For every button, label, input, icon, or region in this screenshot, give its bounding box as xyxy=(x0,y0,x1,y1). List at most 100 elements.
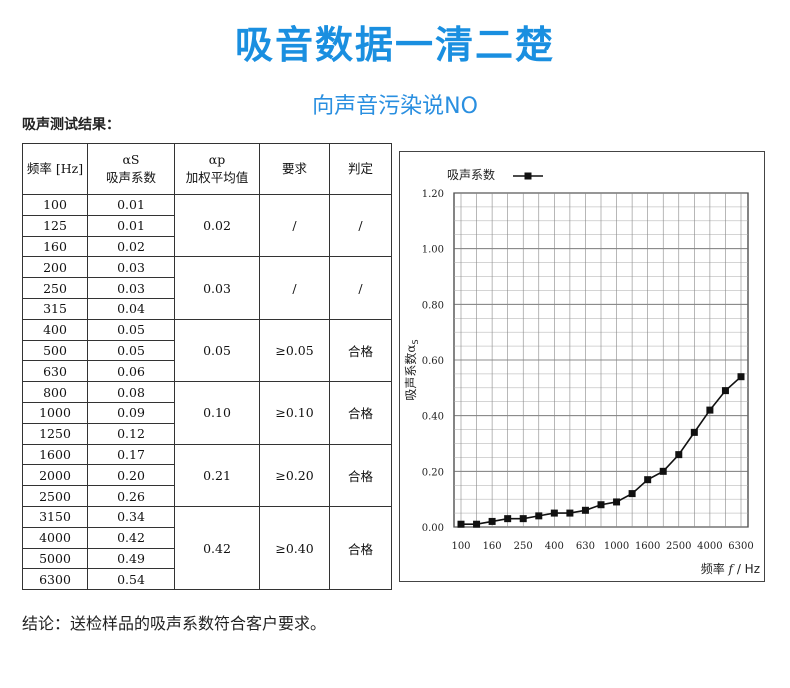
cell-judgement: 合格 xyxy=(329,381,392,445)
cell-alpha-s: 0.17 xyxy=(87,443,175,466)
y-tick-label: 0.80 xyxy=(422,300,444,311)
results-table: 频率 [Hz] αS 吸声系数 αp 加权平均值 要求 判定 100 0.01 0.… xyxy=(22,143,392,591)
y-tick-label: 0.40 xyxy=(422,412,444,423)
header-alpha-p: αp 加权平均值 xyxy=(174,143,260,195)
data-point xyxy=(566,509,574,517)
data-point xyxy=(504,515,512,523)
cell-frequency: 125 xyxy=(22,214,88,237)
header-judgement: 判定 xyxy=(329,143,392,195)
data-point xyxy=(535,512,543,520)
cell-alpha-s: 0.54 xyxy=(87,568,175,591)
cell-judgement: 合格 xyxy=(329,443,392,507)
cell-frequency: 1000 xyxy=(22,401,88,424)
chart-frame xyxy=(399,151,765,582)
table-row: 2500 0.26 xyxy=(22,485,392,507)
y-tick-label: 1.20 xyxy=(422,189,444,200)
header-requirement: 要求 xyxy=(259,143,330,195)
data-point xyxy=(659,467,667,475)
x-tick-label: 1000 xyxy=(604,541,629,552)
data-point xyxy=(690,428,698,436)
table-row: 1000 0.09 xyxy=(22,401,392,424)
header-alpha-p-symbol: αp xyxy=(208,152,226,167)
table-row: 3150 0.34 0.42 ≥0.40 合格 xyxy=(22,505,392,591)
data-point xyxy=(613,498,621,506)
cell-frequency: 6300 xyxy=(22,568,88,591)
y-axis-label: 吸声系数αS xyxy=(403,339,420,400)
cell-requirement: ≥0.10 xyxy=(259,381,330,445)
header-alpha-s-symbol: αS xyxy=(122,152,140,167)
cell-alpha-s: 0.34 xyxy=(87,505,175,528)
table-row: 6300 0.54 xyxy=(22,568,392,591)
cell-judgement: / xyxy=(329,193,392,258)
cell-alpha-s: 0.04 xyxy=(87,297,175,320)
y-tick-label: 0.60 xyxy=(422,356,444,367)
cell-requirement: / xyxy=(259,256,330,320)
cell-frequency: 630 xyxy=(22,360,88,383)
cell-alpha-s: 0.06 xyxy=(87,360,175,383)
header-frequency: 频率 [Hz] xyxy=(22,143,88,195)
y-tick-label: 0.20 xyxy=(422,467,444,478)
cell-weighted-average: 0.02 xyxy=(174,193,260,258)
x-axis-label-text: 频率 xyxy=(701,561,729,576)
cell-requirement: ≥0.05 xyxy=(259,318,330,383)
cell-frequency: 315 xyxy=(22,297,88,320)
table-row: 125 0.01 xyxy=(22,214,392,237)
cell-weighted-average: 0.42 xyxy=(174,505,260,591)
cell-frequency: 3150 xyxy=(22,505,88,528)
y-axis-label-symbol: α xyxy=(404,344,418,352)
table-row: 315 0.04 xyxy=(22,297,392,320)
data-point xyxy=(581,506,589,514)
header-alpha-s-label: 吸声系数 xyxy=(105,170,156,185)
cell-alpha-s: 0.05 xyxy=(87,339,175,362)
cell-requirement: ≥0.40 xyxy=(259,505,330,591)
legend-marker xyxy=(524,172,532,180)
x-tick-label: 250 xyxy=(514,541,533,552)
cell-weighted-average: 0.10 xyxy=(174,381,260,445)
cell-requirement: / xyxy=(259,193,330,258)
y-tick-label: 0.00 xyxy=(422,523,444,534)
table-row: 800 0.08 0.10 ≥0.10 合格 xyxy=(22,381,392,445)
cell-frequency: 4000 xyxy=(22,526,88,549)
table-row: 200 0.03 0.03// xyxy=(22,256,392,320)
x-tick-label: 630 xyxy=(576,541,595,552)
cell-judgement: 合格 xyxy=(329,505,392,591)
table-row: 5000 0.49 xyxy=(22,547,392,570)
cell-frequency: 5000 xyxy=(22,547,88,570)
page-title: 吸音数据一清二楚 xyxy=(234,23,555,67)
cell-frequency: 200 xyxy=(22,256,88,279)
data-point xyxy=(519,515,527,523)
data-point xyxy=(550,509,558,517)
data-point xyxy=(473,520,481,528)
data-point xyxy=(644,476,652,484)
cell-alpha-s: 0.12 xyxy=(87,422,175,445)
cell-alpha-s: 0.03 xyxy=(87,256,175,279)
x-tick-label: 4000 xyxy=(697,541,722,552)
table-row: 100 0.01 0.02// xyxy=(22,193,392,258)
cell-frequency: 500 xyxy=(22,339,88,362)
cell-frequency: 160 xyxy=(22,235,88,258)
section-label: 吸声测试结果： xyxy=(22,117,120,133)
table-body: 100 0.01 0.02//125 0.01 160 0.02 200 0.03 0.03//… xyxy=(22,193,392,591)
table-row: 4000 0.42 xyxy=(22,526,392,549)
table-row: 160 0.02 xyxy=(22,235,392,258)
x-tick-label: 160 xyxy=(483,541,502,552)
page-subtitle: 向声音污染说NO xyxy=(312,94,478,119)
table-row: 400 0.05 0.05 ≥0.05 合格 xyxy=(22,318,392,383)
cell-requirement: ≥0.20 xyxy=(259,443,330,507)
header-alpha-s: αS 吸声系数 xyxy=(87,143,175,195)
cell-frequency: 2000 xyxy=(22,464,88,487)
table-header: 频率 [Hz] αS 吸声系数 αp 加权平均值 要求 判定 xyxy=(22,143,392,195)
cell-alpha-s: 0.42 xyxy=(87,526,175,549)
x-tick-label: 1600 xyxy=(635,541,660,552)
cell-weighted-average: 0.21 xyxy=(174,443,260,507)
table-row: 250 0.03 xyxy=(22,277,392,299)
data-point xyxy=(457,520,465,528)
data-point xyxy=(721,387,729,395)
cell-alpha-s: 0.03 xyxy=(87,277,175,299)
cell-frequency: 100 xyxy=(22,194,88,216)
data-point xyxy=(706,406,714,414)
cell-frequency: 1250 xyxy=(22,422,88,445)
y-tick-label: 1.00 xyxy=(422,245,444,256)
data-point xyxy=(597,501,605,509)
cell-weighted-average: 0.03 xyxy=(174,256,260,320)
